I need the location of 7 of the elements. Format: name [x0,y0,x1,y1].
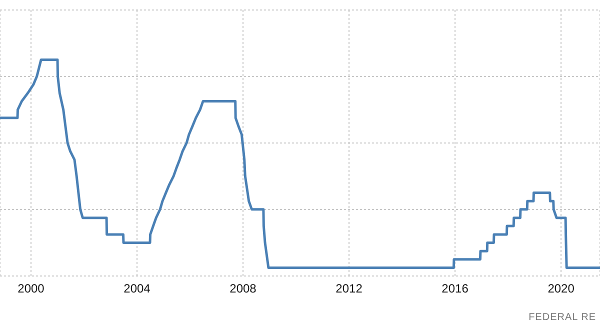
text: FEDERAL RE [528,312,596,323]
x-tick-label: 2012 [336,282,363,296]
x-tick-label: 2004 [124,282,151,296]
x-tick-label: 2020 [548,282,575,296]
x-tick-label: 2000 [18,282,45,296]
x-tick-label: 2008 [230,282,257,296]
x-tick-label: 2016 [442,282,469,296]
